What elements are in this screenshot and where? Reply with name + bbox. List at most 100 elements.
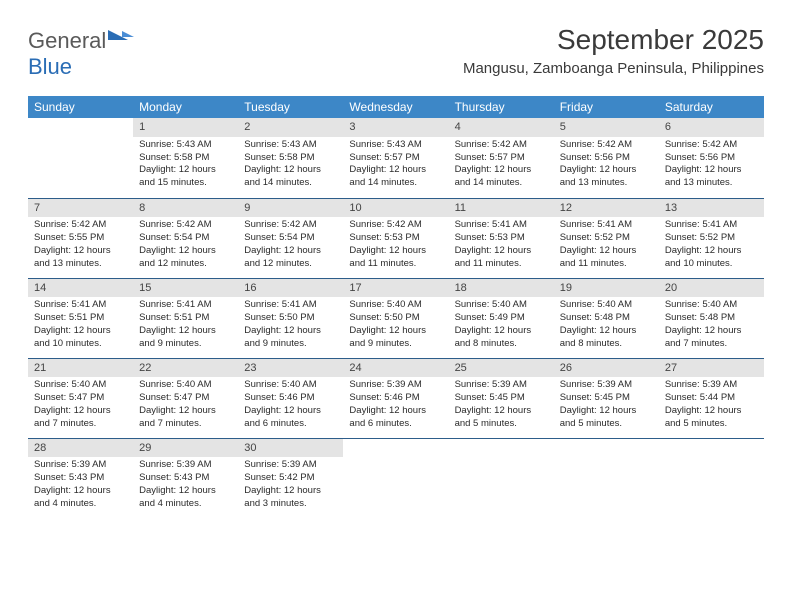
day-line: Sunrise: 5:39 AM	[560, 379, 653, 392]
day-line: Sunrise: 5:43 AM	[244, 139, 337, 152]
day-number: 12	[554, 199, 659, 218]
day-number: 16	[238, 279, 343, 298]
day-line: and 4 minutes.	[34, 498, 127, 511]
calendar-cell: 25Sunrise: 5:39 AMSunset: 5:45 PMDayligh…	[449, 358, 554, 438]
day-line: Sunrise: 5:40 AM	[560, 299, 653, 312]
day-details: Sunrise: 5:42 AMSunset: 5:55 PMDaylight:…	[28, 217, 133, 274]
day-details: Sunrise: 5:39 AMSunset: 5:44 PMDaylight:…	[659, 377, 764, 434]
day-number: 21	[28, 359, 133, 378]
day-line: Sunset: 5:58 PM	[139, 152, 232, 165]
day-line: and 13 minutes.	[665, 177, 758, 190]
day-number: 26	[554, 359, 659, 378]
day-line: Daylight: 12 hours	[244, 405, 337, 418]
day-details: Sunrise: 5:41 AMSunset: 5:51 PMDaylight:…	[133, 297, 238, 354]
day-details: Sunrise: 5:42 AMSunset: 5:57 PMDaylight:…	[449, 137, 554, 194]
day-line: and 14 minutes.	[455, 177, 548, 190]
day-details: Sunrise: 5:43 AMSunset: 5:57 PMDaylight:…	[343, 137, 448, 194]
day-line: Sunrise: 5:42 AM	[34, 219, 127, 232]
day-line: and 7 minutes.	[139, 418, 232, 431]
day-line: and 9 minutes.	[349, 338, 442, 351]
calendar-cell: 16Sunrise: 5:41 AMSunset: 5:50 PMDayligh…	[238, 278, 343, 358]
calendar-week: 14Sunrise: 5:41 AMSunset: 5:51 PMDayligh…	[28, 278, 764, 358]
day-line: Sunrise: 5:40 AM	[34, 379, 127, 392]
day-line: and 3 minutes.	[244, 498, 337, 511]
day-line: Sunset: 5:43 PM	[139, 472, 232, 485]
day-number: 2	[238, 118, 343, 137]
day-line: Daylight: 12 hours	[560, 245, 653, 258]
day-line: and 11 minutes.	[560, 258, 653, 271]
day-line: and 8 minutes.	[455, 338, 548, 351]
day-line: Sunset: 5:57 PM	[455, 152, 548, 165]
day-number: 5	[554, 118, 659, 137]
calendar-cell: 13Sunrise: 5:41 AMSunset: 5:52 PMDayligh…	[659, 198, 764, 278]
day-details: Sunrise: 5:39 AMSunset: 5:42 PMDaylight:…	[238, 457, 343, 514]
day-line: Sunset: 5:50 PM	[349, 312, 442, 325]
day-header: Tuesday	[238, 96, 343, 118]
day-line: Sunset: 5:47 PM	[34, 392, 127, 405]
day-number: 13	[659, 199, 764, 218]
day-line: Sunrise: 5:39 AM	[349, 379, 442, 392]
day-number: 24	[343, 359, 448, 378]
calendar-cell: 23Sunrise: 5:40 AMSunset: 5:46 PMDayligh…	[238, 358, 343, 438]
calendar-cell	[449, 438, 554, 518]
day-line: and 10 minutes.	[665, 258, 758, 271]
calendar-body: 1Sunrise: 5:43 AMSunset: 5:58 PMDaylight…	[28, 118, 764, 518]
day-line: Daylight: 12 hours	[139, 325, 232, 338]
day-line: Daylight: 12 hours	[139, 485, 232, 498]
day-line: Sunset: 5:58 PM	[244, 152, 337, 165]
page-title: September 2025	[463, 24, 764, 56]
calendar-table: SundayMondayTuesdayWednesdayThursdayFrid…	[28, 96, 764, 518]
day-line: Sunset: 5:43 PM	[34, 472, 127, 485]
day-line: Sunset: 5:49 PM	[455, 312, 548, 325]
day-line: Sunset: 5:48 PM	[560, 312, 653, 325]
day-line: Sunrise: 5:43 AM	[349, 139, 442, 152]
calendar-cell	[28, 118, 133, 198]
day-details: Sunrise: 5:39 AMSunset: 5:45 PMDaylight:…	[449, 377, 554, 434]
day-details: Sunrise: 5:40 AMSunset: 5:50 PMDaylight:…	[343, 297, 448, 354]
day-details: Sunrise: 5:40 AMSunset: 5:46 PMDaylight:…	[238, 377, 343, 434]
day-number: 27	[659, 359, 764, 378]
day-number: 29	[133, 439, 238, 458]
day-line: and 5 minutes.	[455, 418, 548, 431]
day-line: Daylight: 12 hours	[560, 164, 653, 177]
brand-blue: Blue	[28, 54, 72, 79]
day-line: Sunset: 5:46 PM	[349, 392, 442, 405]
location-subtitle: Mangusu, Zamboanga Peninsula, Philippine…	[463, 60, 764, 77]
logo-triangle-icon	[122, 31, 134, 37]
day-line: Sunrise: 5:40 AM	[349, 299, 442, 312]
day-line: Sunset: 5:56 PM	[560, 152, 653, 165]
day-line: Sunrise: 5:39 AM	[34, 459, 127, 472]
day-number: 10	[343, 199, 448, 218]
calendar-cell: 7Sunrise: 5:42 AMSunset: 5:55 PMDaylight…	[28, 198, 133, 278]
calendar-cell: 24Sunrise: 5:39 AMSunset: 5:46 PMDayligh…	[343, 358, 448, 438]
calendar-cell: 10Sunrise: 5:42 AMSunset: 5:53 PMDayligh…	[343, 198, 448, 278]
day-line: and 14 minutes.	[244, 177, 337, 190]
day-line: Daylight: 12 hours	[665, 325, 758, 338]
calendar-cell: 12Sunrise: 5:41 AMSunset: 5:52 PMDayligh…	[554, 198, 659, 278]
day-line: Sunset: 5:55 PM	[34, 232, 127, 245]
day-line: and 12 minutes.	[244, 258, 337, 271]
calendar-cell	[659, 438, 764, 518]
day-number: 22	[133, 359, 238, 378]
day-details: Sunrise: 5:43 AMSunset: 5:58 PMDaylight:…	[133, 137, 238, 194]
day-number: 1	[133, 118, 238, 137]
day-line: Daylight: 12 hours	[34, 485, 127, 498]
day-details: Sunrise: 5:40 AMSunset: 5:47 PMDaylight:…	[28, 377, 133, 434]
day-line: Daylight: 12 hours	[139, 245, 232, 258]
day-line: Sunset: 5:48 PM	[665, 312, 758, 325]
calendar-cell: 29Sunrise: 5:39 AMSunset: 5:43 PMDayligh…	[133, 438, 238, 518]
day-line: Sunset: 5:46 PM	[244, 392, 337, 405]
day-line: Sunset: 5:54 PM	[244, 232, 337, 245]
day-number: 30	[238, 439, 343, 458]
day-line: Sunrise: 5:39 AM	[139, 459, 232, 472]
day-number: 25	[449, 359, 554, 378]
day-line: and 15 minutes.	[139, 177, 232, 190]
calendar-cell: 8Sunrise: 5:42 AMSunset: 5:54 PMDaylight…	[133, 198, 238, 278]
calendar-cell	[343, 438, 448, 518]
day-line: Daylight: 12 hours	[665, 245, 758, 258]
day-line: and 7 minutes.	[665, 338, 758, 351]
day-number: 3	[343, 118, 448, 137]
calendar-cell: 28Sunrise: 5:39 AMSunset: 5:43 PMDayligh…	[28, 438, 133, 518]
day-line: and 9 minutes.	[139, 338, 232, 351]
day-line: Sunset: 5:44 PM	[665, 392, 758, 405]
